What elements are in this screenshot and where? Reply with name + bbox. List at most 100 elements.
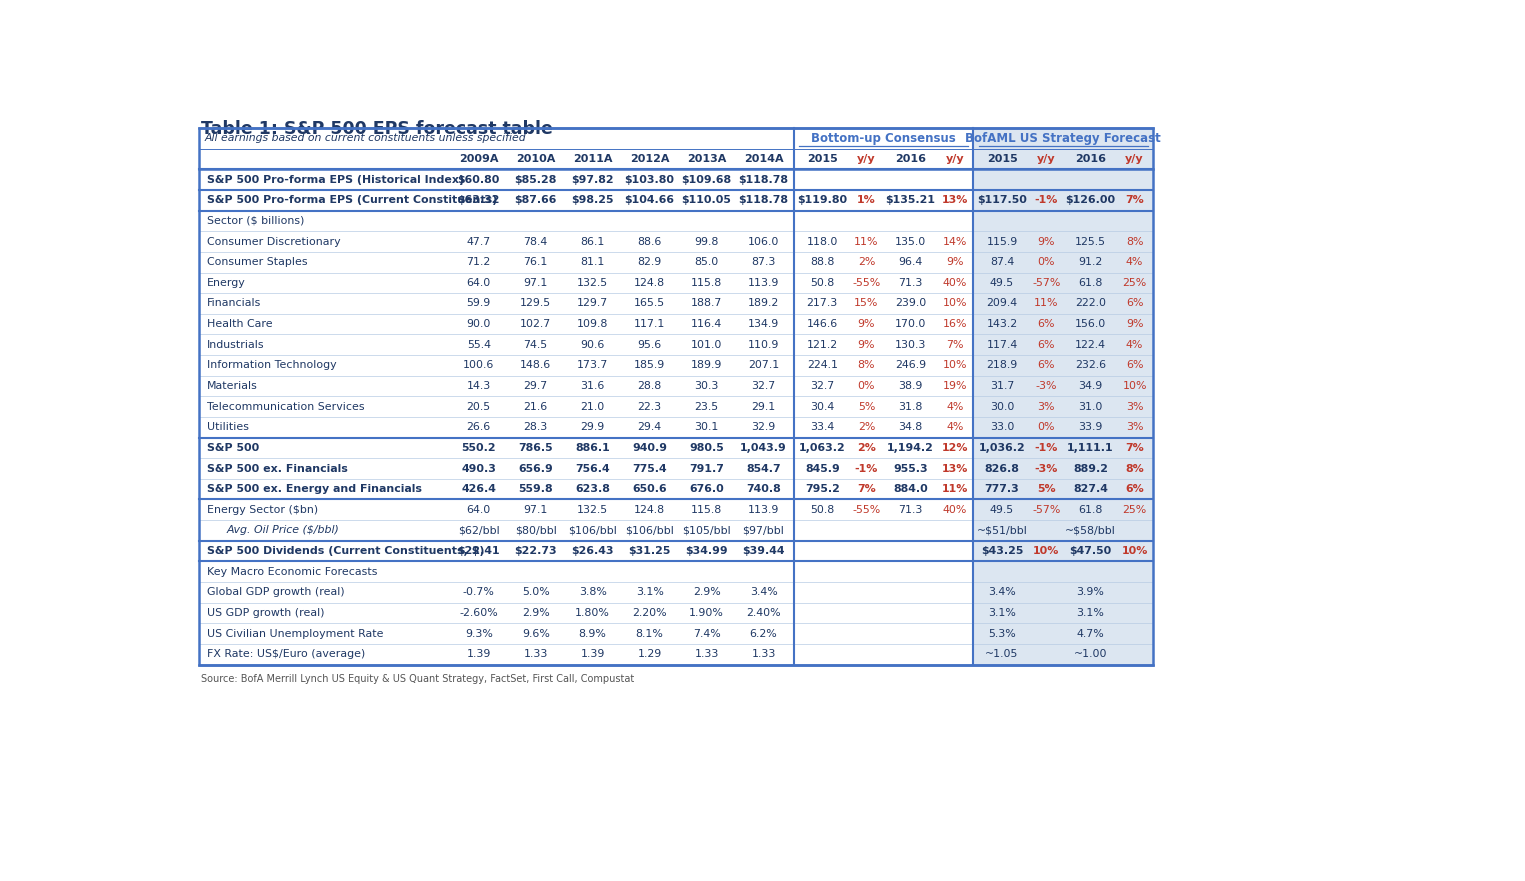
Text: 5%: 5% bbox=[857, 402, 875, 411]
Text: 8.9%: 8.9% bbox=[578, 629, 607, 639]
Text: 426.4: 426.4 bbox=[461, 485, 496, 494]
Text: 8%: 8% bbox=[857, 360, 875, 370]
Text: 6%: 6% bbox=[1037, 319, 1055, 329]
Text: Information Technology: Information Technology bbox=[207, 360, 337, 370]
Text: 71.3: 71.3 bbox=[898, 278, 923, 288]
Text: 940.9: 940.9 bbox=[633, 443, 666, 453]
Text: 14%: 14% bbox=[942, 236, 967, 247]
Text: 8%: 8% bbox=[1125, 463, 1144, 474]
Text: Energy Sector ($bn): Energy Sector ($bn) bbox=[207, 505, 319, 515]
Text: 87.4: 87.4 bbox=[990, 257, 1014, 267]
Text: 25%: 25% bbox=[1122, 505, 1147, 515]
Text: -1%: -1% bbox=[1034, 196, 1058, 205]
Text: 4.7%: 4.7% bbox=[1077, 629, 1104, 639]
Text: $126.00: $126.00 bbox=[1066, 196, 1115, 205]
Text: 884.0: 884.0 bbox=[894, 485, 929, 494]
Text: 4%: 4% bbox=[1125, 257, 1144, 267]
Text: 2012A: 2012A bbox=[630, 154, 669, 164]
Text: 1,043.9: 1,043.9 bbox=[740, 443, 787, 453]
Text: -57%: -57% bbox=[1032, 278, 1060, 288]
Text: 650.6: 650.6 bbox=[633, 485, 666, 494]
Text: 1.39: 1.39 bbox=[581, 649, 605, 659]
Text: 777.3: 777.3 bbox=[985, 485, 1019, 494]
Text: 14.3: 14.3 bbox=[467, 381, 491, 391]
Text: 218.9: 218.9 bbox=[987, 360, 1017, 370]
Text: 490.3: 490.3 bbox=[461, 463, 496, 474]
Text: $85.28: $85.28 bbox=[514, 174, 557, 185]
Text: 207.1: 207.1 bbox=[747, 360, 779, 370]
Text: S&P 500: S&P 500 bbox=[207, 443, 259, 453]
Text: 124.8: 124.8 bbox=[634, 278, 665, 288]
Text: 11%: 11% bbox=[941, 485, 968, 494]
Text: 2009A: 2009A bbox=[459, 154, 499, 164]
Text: $26.43: $26.43 bbox=[572, 546, 615, 556]
Text: $97/bbl: $97/bbl bbox=[743, 525, 784, 536]
Text: Key Macro Economic Forecasts: Key Macro Economic Forecasts bbox=[207, 566, 377, 577]
Text: Table 1: S&P 500 EPS forecast table: Table 1: S&P 500 EPS forecast table bbox=[201, 120, 552, 137]
Text: 8%: 8% bbox=[1125, 236, 1144, 247]
Text: 2016: 2016 bbox=[895, 154, 926, 164]
Text: 50.8: 50.8 bbox=[810, 278, 834, 288]
Text: 1.33: 1.33 bbox=[523, 649, 547, 659]
Text: 49.5: 49.5 bbox=[990, 278, 1014, 288]
Text: 2%: 2% bbox=[857, 257, 875, 267]
Text: 2014A: 2014A bbox=[744, 154, 784, 164]
Text: 88.6: 88.6 bbox=[637, 236, 662, 247]
Text: 76.1: 76.1 bbox=[523, 257, 547, 267]
Text: ~$58/bbl: ~$58/bbl bbox=[1064, 525, 1116, 536]
Text: 7.4%: 7.4% bbox=[692, 629, 720, 639]
Text: 28.8: 28.8 bbox=[637, 381, 662, 391]
Text: 30.3: 30.3 bbox=[694, 381, 718, 391]
Text: 49.5: 49.5 bbox=[990, 505, 1014, 515]
Text: 786.5: 786.5 bbox=[518, 443, 554, 453]
Text: $98.25: $98.25 bbox=[572, 196, 615, 205]
Text: 11%: 11% bbox=[854, 236, 878, 247]
Text: 740.8: 740.8 bbox=[746, 485, 781, 494]
Text: ~1.05: ~1.05 bbox=[985, 649, 1019, 659]
Text: $106/bbl: $106/bbl bbox=[625, 525, 674, 536]
Text: 143.2: 143.2 bbox=[987, 319, 1017, 329]
Text: $97.82: $97.82 bbox=[572, 174, 615, 185]
Text: 28.3: 28.3 bbox=[523, 422, 547, 433]
Text: 156.0: 156.0 bbox=[1075, 319, 1106, 329]
Text: 55.4: 55.4 bbox=[467, 340, 491, 350]
Text: 132.5: 132.5 bbox=[576, 505, 608, 515]
Text: 2013A: 2013A bbox=[686, 154, 726, 164]
Text: Utilities: Utilities bbox=[207, 422, 249, 433]
Text: 189.2: 189.2 bbox=[747, 299, 779, 308]
Text: 2015: 2015 bbox=[987, 154, 1017, 164]
Text: 2.9%: 2.9% bbox=[692, 588, 720, 597]
Text: 845.9: 845.9 bbox=[805, 463, 840, 474]
Text: 121.2: 121.2 bbox=[807, 340, 837, 350]
Text: 10%: 10% bbox=[1121, 546, 1148, 556]
Text: 980.5: 980.5 bbox=[689, 443, 724, 453]
Text: 0%: 0% bbox=[857, 381, 875, 391]
Text: 8.1%: 8.1% bbox=[636, 629, 663, 639]
Text: 827.4: 827.4 bbox=[1074, 485, 1107, 494]
Text: S&P 500 ex. Energy and Financials: S&P 500 ex. Energy and Financials bbox=[207, 485, 422, 494]
Text: 1,036.2: 1,036.2 bbox=[979, 443, 1025, 453]
Text: 16%: 16% bbox=[942, 319, 967, 329]
Text: 59.9: 59.9 bbox=[467, 299, 491, 308]
Text: 129.5: 129.5 bbox=[520, 299, 551, 308]
Text: 26.6: 26.6 bbox=[467, 422, 491, 433]
Text: 239.0: 239.0 bbox=[895, 299, 926, 308]
Text: Sector ($ billions): Sector ($ billions) bbox=[207, 216, 305, 226]
Text: -2.60%: -2.60% bbox=[459, 608, 499, 618]
Text: 4%: 4% bbox=[946, 422, 964, 433]
Text: 61.8: 61.8 bbox=[1078, 505, 1103, 515]
Text: FX Rate: US$/Euro (average): FX Rate: US$/Euro (average) bbox=[207, 649, 364, 659]
Text: Bottom-up Consensus: Bottom-up Consensus bbox=[811, 132, 956, 144]
Text: 656.9: 656.9 bbox=[518, 463, 554, 474]
Text: 7%: 7% bbox=[857, 485, 875, 494]
Text: $104.66: $104.66 bbox=[625, 196, 674, 205]
Text: Financials: Financials bbox=[207, 299, 261, 308]
Text: Industrials: Industrials bbox=[207, 340, 264, 350]
Text: Global GDP growth (real): Global GDP growth (real) bbox=[207, 588, 345, 597]
Text: -1%: -1% bbox=[854, 463, 878, 474]
Text: 9%: 9% bbox=[1125, 319, 1144, 329]
Text: 1.33: 1.33 bbox=[752, 649, 776, 659]
Text: 115.8: 115.8 bbox=[691, 278, 723, 288]
Text: 146.6: 146.6 bbox=[807, 319, 837, 329]
Text: 246.9: 246.9 bbox=[895, 360, 926, 370]
